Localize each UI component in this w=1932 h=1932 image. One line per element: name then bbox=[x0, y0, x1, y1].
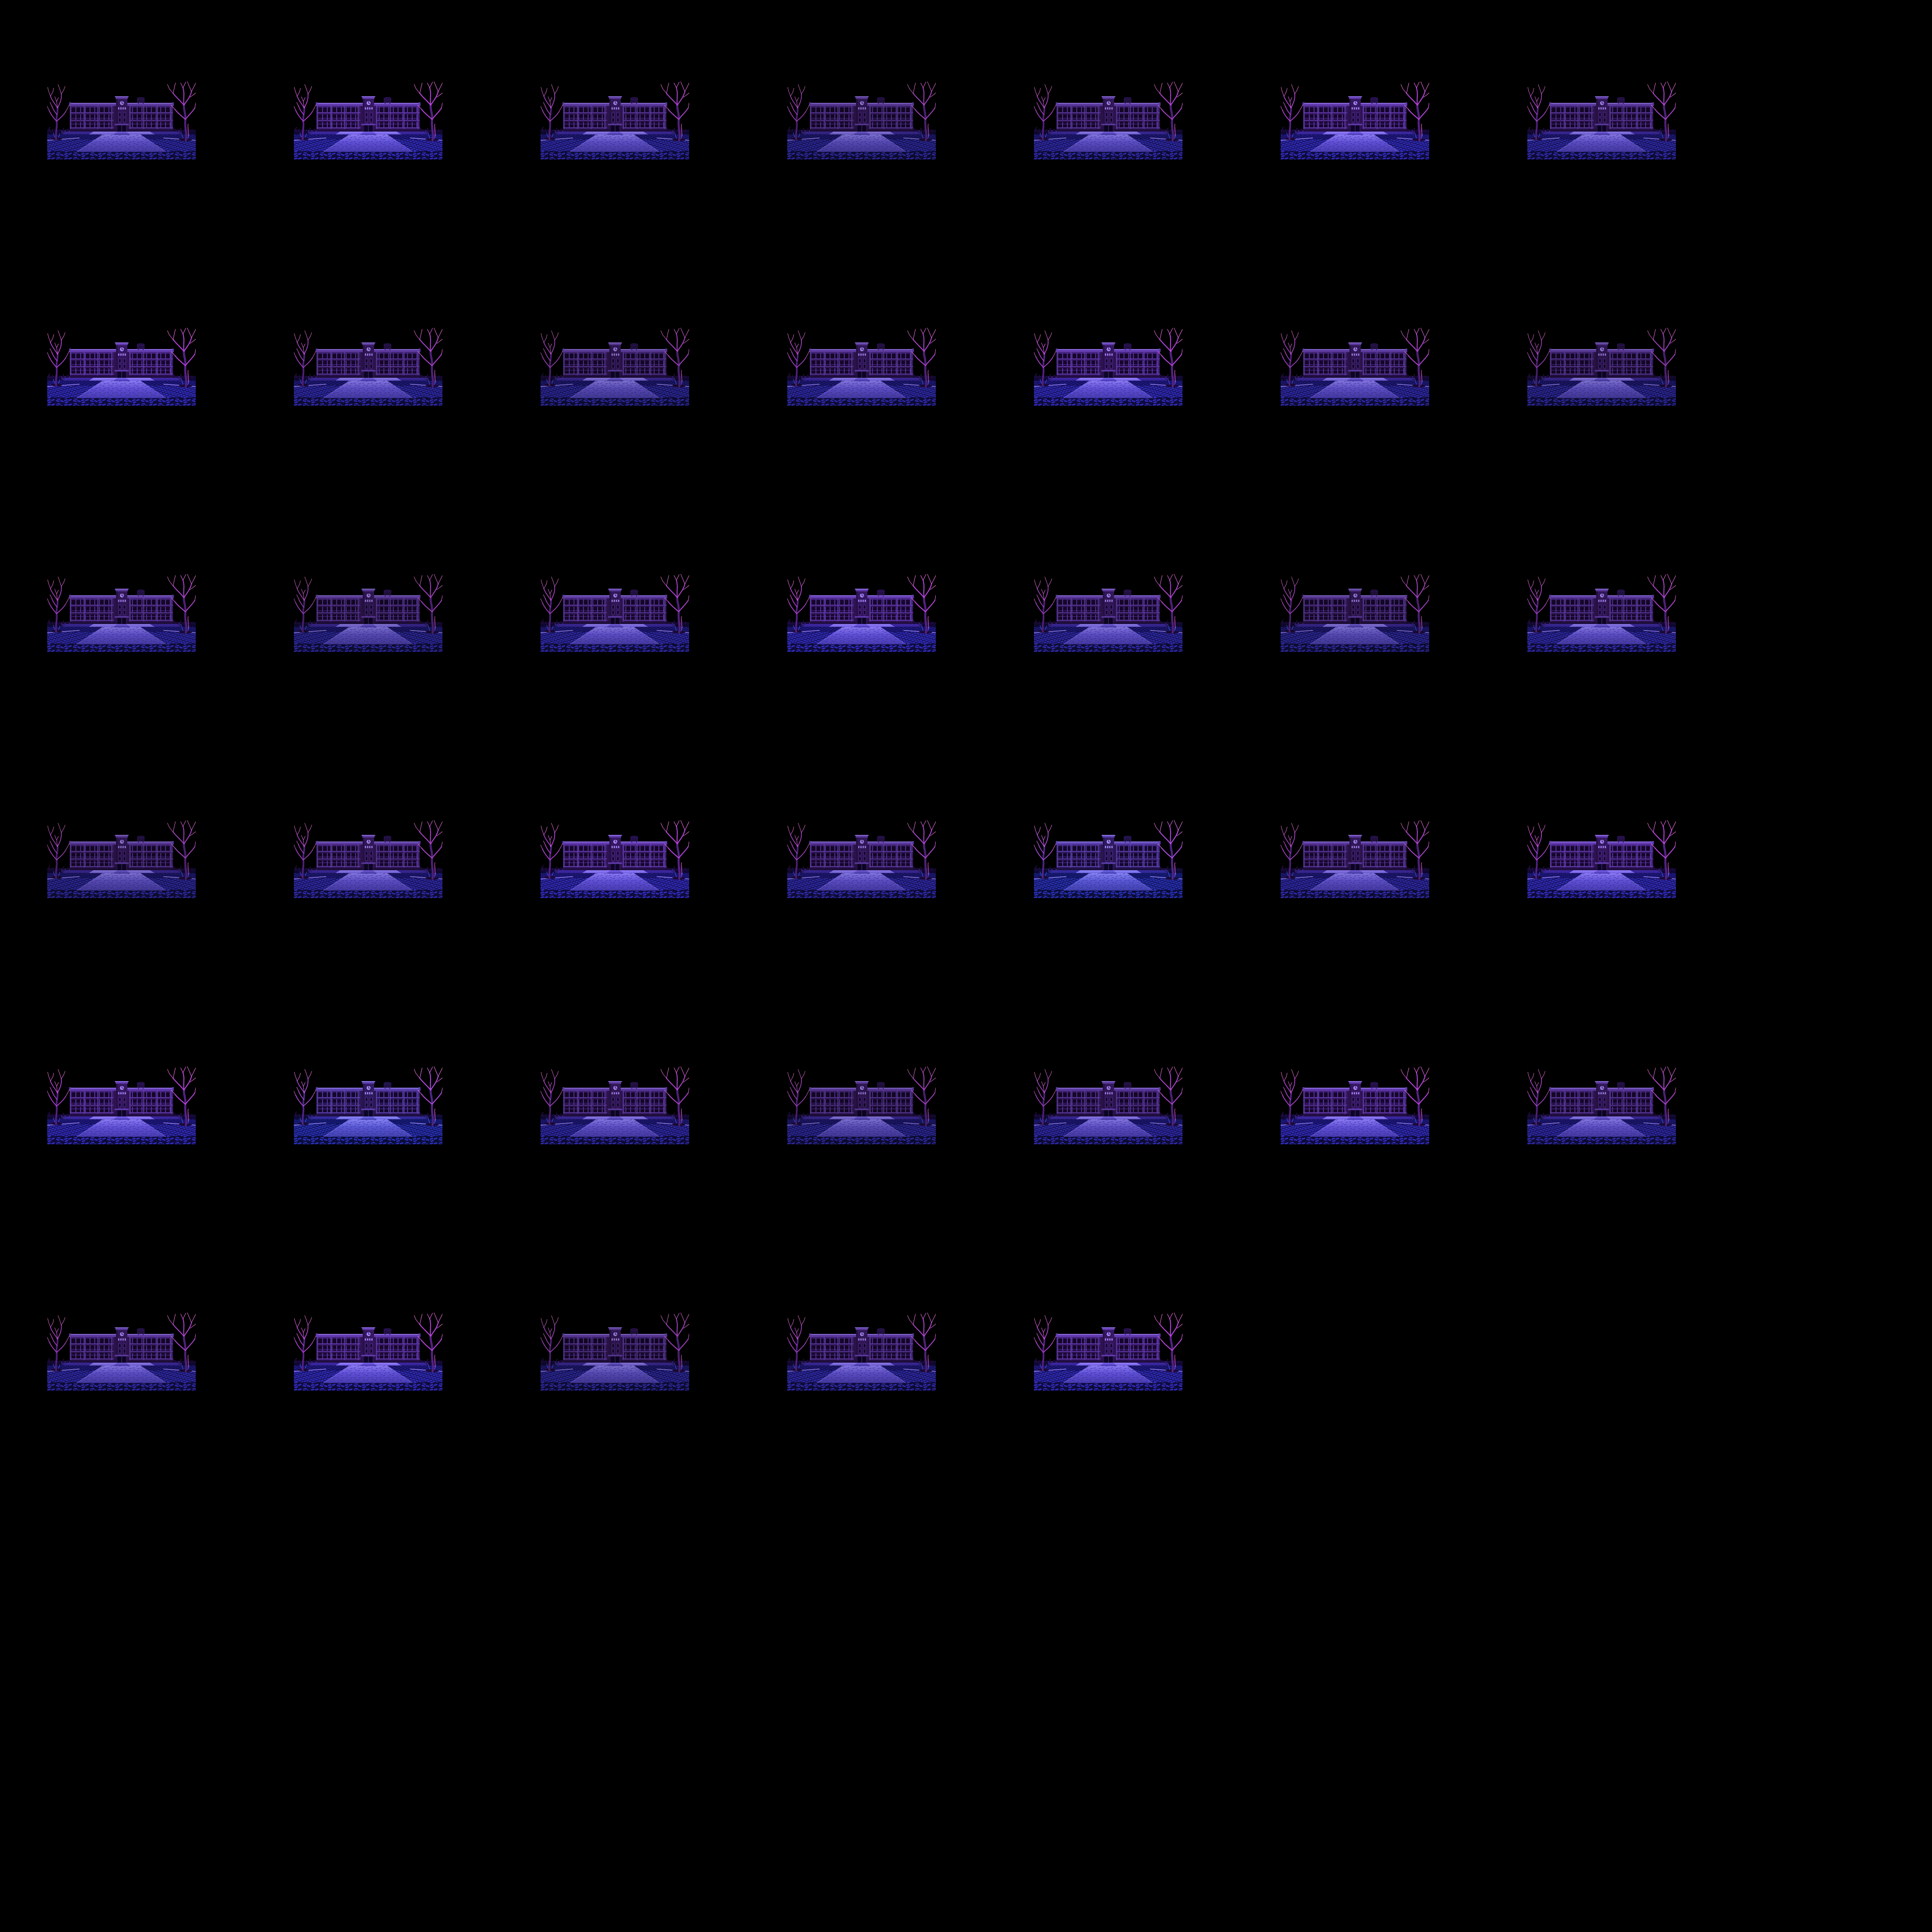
scene-thumbnail[interactable] bbox=[541, 1066, 689, 1144]
courtyard-scene bbox=[294, 1066, 442, 1144]
scene-thumbnail[interactable] bbox=[294, 1313, 442, 1391]
courtyard-scene bbox=[1034, 1066, 1183, 1144]
courtyard-scene bbox=[541, 820, 689, 898]
scene-thumbnail[interactable] bbox=[1281, 574, 1429, 652]
courtyard-scene bbox=[541, 82, 689, 159]
courtyard-scene bbox=[1527, 820, 1676, 898]
scene-thumbnail[interactable] bbox=[1281, 328, 1429, 406]
scene-thumbnail[interactable] bbox=[47, 1066, 196, 1144]
scene-thumbnail[interactable] bbox=[47, 328, 196, 406]
courtyard-scene bbox=[1034, 1313, 1183, 1391]
scene-thumbnail[interactable] bbox=[1034, 1313, 1183, 1391]
scene-thumbnail[interactable] bbox=[541, 574, 689, 652]
scene-thumbnail[interactable] bbox=[294, 1066, 442, 1144]
scene-thumbnail[interactable] bbox=[1527, 82, 1676, 159]
courtyard-scene bbox=[1527, 328, 1676, 406]
scene-thumbnail[interactable] bbox=[1527, 574, 1676, 652]
scene-thumbnail[interactable] bbox=[787, 574, 936, 652]
scene-thumbnail[interactable] bbox=[294, 574, 442, 652]
courtyard-scene bbox=[787, 574, 936, 652]
scene-thumbnail[interactable] bbox=[541, 820, 689, 898]
scene-thumbnail[interactable] bbox=[1034, 820, 1183, 898]
courtyard-scene bbox=[294, 1313, 442, 1391]
courtyard-scene bbox=[1281, 820, 1429, 898]
courtyard-scene bbox=[47, 1066, 196, 1144]
scene-thumbnail[interactable] bbox=[294, 328, 442, 406]
scene-thumbnail[interactable] bbox=[541, 1313, 689, 1391]
scene-thumbnail[interactable] bbox=[47, 82, 196, 159]
courtyard-scene bbox=[1281, 574, 1429, 652]
scene-thumbnail[interactable] bbox=[1034, 82, 1183, 159]
courtyard-scene bbox=[47, 574, 196, 652]
courtyard-scene bbox=[1527, 574, 1676, 652]
courtyard-scene bbox=[541, 1313, 689, 1391]
courtyard-scene bbox=[787, 1066, 936, 1144]
courtyard-scene bbox=[294, 328, 442, 406]
courtyard-scene bbox=[1281, 328, 1429, 406]
scene-thumbnail[interactable] bbox=[1281, 82, 1429, 159]
courtyard-scene bbox=[541, 574, 689, 652]
courtyard-scene bbox=[787, 1313, 936, 1391]
scene-thumbnail[interactable] bbox=[541, 328, 689, 406]
courtyard-scene bbox=[47, 82, 196, 159]
scene-thumbnail[interactable] bbox=[787, 82, 936, 159]
scene-thumbnail[interactable] bbox=[787, 820, 936, 898]
courtyard-scene bbox=[541, 328, 689, 406]
courtyard-scene bbox=[47, 820, 196, 898]
scene-thumbnail[interactable] bbox=[47, 820, 196, 898]
scene-thumbnail[interactable] bbox=[1034, 328, 1183, 406]
scene-thumbnail[interactable] bbox=[787, 328, 936, 406]
scene-thumbnail[interactable] bbox=[1281, 820, 1429, 898]
scene-thumbnail[interactable] bbox=[1527, 1066, 1676, 1144]
scene-thumbnail[interactable] bbox=[294, 82, 442, 159]
courtyard-scene bbox=[294, 820, 442, 898]
courtyard-scene bbox=[1034, 820, 1183, 898]
courtyard-scene bbox=[294, 574, 442, 652]
scene-thumbnail[interactable] bbox=[1527, 820, 1676, 898]
scene-thumbnail[interactable] bbox=[294, 820, 442, 898]
courtyard-scene bbox=[1034, 574, 1183, 652]
scene-thumbnail[interactable] bbox=[1281, 1066, 1429, 1144]
courtyard-scene bbox=[787, 82, 936, 159]
courtyard-scene bbox=[1281, 82, 1429, 159]
courtyard-scene bbox=[541, 1066, 689, 1144]
scene-thumbnail[interactable] bbox=[1034, 1066, 1183, 1144]
courtyard-scene bbox=[1527, 1066, 1676, 1144]
courtyard-scene bbox=[787, 820, 936, 898]
scene-thumbnail[interactable] bbox=[541, 82, 689, 159]
scene-thumbnail[interactable] bbox=[47, 574, 196, 652]
scene-thumbnail[interactable] bbox=[1527, 328, 1676, 406]
courtyard-scene bbox=[47, 328, 196, 406]
scene-thumbnail[interactable] bbox=[787, 1313, 936, 1391]
scene-thumbnail[interactable] bbox=[787, 1066, 936, 1144]
courtyard-scene bbox=[1281, 1066, 1429, 1144]
scene-thumbnail[interactable] bbox=[1034, 574, 1183, 652]
courtyard-scene bbox=[47, 1313, 196, 1391]
courtyard-scene bbox=[1527, 82, 1676, 159]
courtyard-scene bbox=[1034, 328, 1183, 406]
scene-thumbnail[interactable] bbox=[47, 1313, 196, 1391]
courtyard-scene bbox=[1034, 82, 1183, 159]
courtyard-scene bbox=[294, 82, 442, 159]
courtyard-scene bbox=[787, 328, 936, 406]
